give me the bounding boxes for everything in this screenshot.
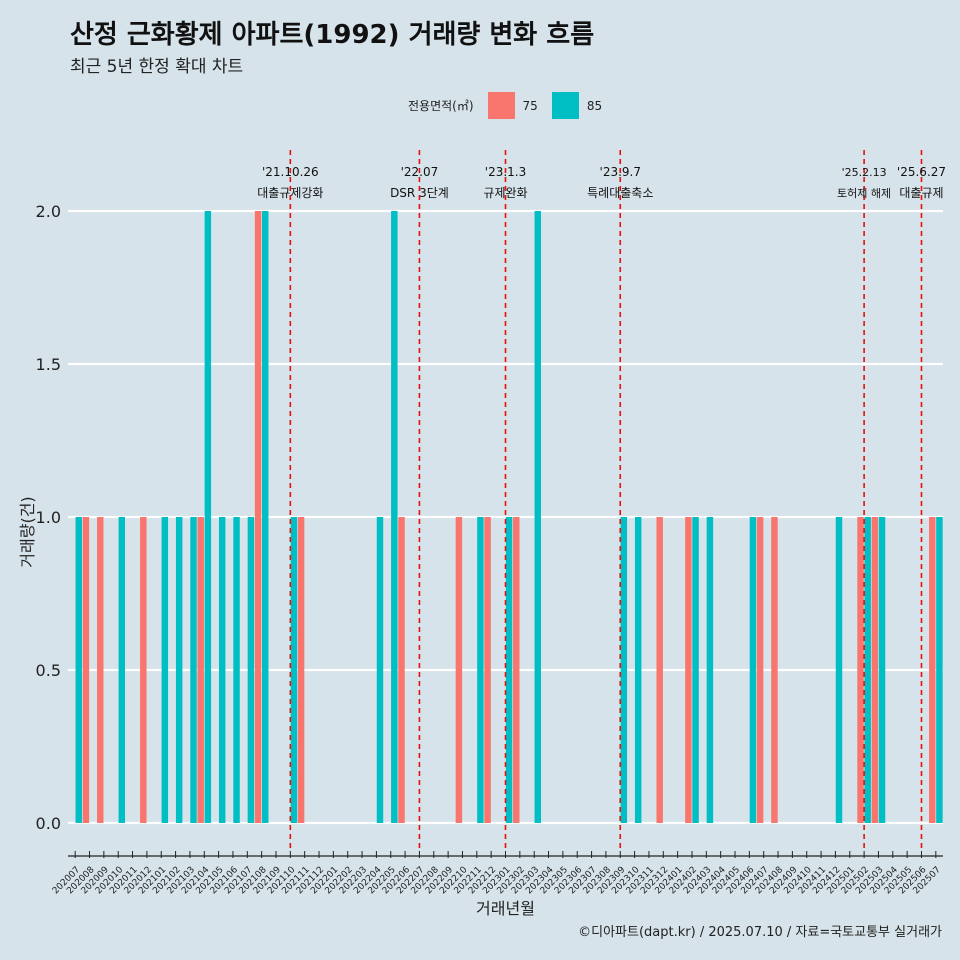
- event-label: 대출규제강화: [257, 186, 323, 200]
- legend: 전용면적(㎡) 75 85: [408, 92, 606, 119]
- bar-75-202312: [656, 517, 663, 823]
- legend-label-85: 85: [586, 98, 603, 113]
- y-tick-label: 1.5: [36, 355, 61, 374]
- bar-75-202210: [455, 517, 463, 823]
- bar-75-202503: [871, 517, 879, 823]
- y-axis-title: 거래량(건): [18, 496, 37, 567]
- bar-85-202010: [118, 517, 126, 823]
- event-date: '21.10.26: [262, 165, 319, 179]
- bar-75-202009: [97, 517, 104, 823]
- legend-label-75: 75: [522, 98, 538, 113]
- bar-85-202211: [477, 517, 484, 823]
- bar-85-202007: [75, 517, 82, 823]
- event-label: 규제완화: [483, 186, 527, 200]
- source-caption: ©디아파트(dapt.kr) / 2025.07.10 / 자료=국토교통부 실…: [578, 925, 942, 940]
- bar-85-202406: [749, 517, 757, 823]
- bar-85-202205: [391, 211, 398, 823]
- bar-75-202407: [756, 517, 764, 823]
- legend-title: 전용면적(㎡): [408, 99, 474, 113]
- event-date: '22.07: [401, 165, 439, 179]
- chart-title: 산정 근화황제 아파트(1992) 거래량 변화 흐름: [70, 20, 595, 50]
- bar-75-202302: [513, 517, 520, 823]
- chart-subtitle: 최근 5년 한정 확대 차트: [70, 57, 244, 77]
- bar-75-202402: [685, 517, 692, 823]
- event-date: '23.1.3: [485, 165, 526, 179]
- bar-85-202101: [161, 517, 169, 823]
- bar-85-202107: [247, 517, 255, 823]
- y-tick-label: 0.5: [36, 661, 61, 680]
- bar-85-202502: [864, 517, 871, 823]
- bar-85-202507: [936, 517, 943, 823]
- bar-85-202102: [175, 517, 183, 823]
- legend-swatch-85: [551, 92, 579, 119]
- bar-85-202309: [620, 517, 628, 823]
- bar-75-202507: [929, 517, 936, 823]
- bar-75-202012: [140, 517, 147, 823]
- event-label: 특례대출축소: [587, 186, 653, 200]
- bar-75-202008: [82, 517, 90, 823]
- legend-swatch-75: [487, 92, 515, 119]
- event-label: DSR 3단계: [390, 186, 449, 200]
- bar-85-202110: [290, 517, 298, 823]
- bar-85-202503: [878, 517, 886, 823]
- bar-85-202108: [262, 211, 269, 823]
- bar-85-202204: [376, 517, 384, 823]
- event-date: '25.6.27: [897, 165, 946, 179]
- bar-85-202402: [692, 517, 699, 823]
- bar-85-202103: [190, 517, 197, 823]
- bar-75-202212: [484, 517, 491, 823]
- bar-85-202301: [505, 517, 513, 823]
- bar-85-202105: [218, 517, 226, 823]
- bar-75-202206: [398, 517, 405, 823]
- event-date: '23.9.7: [600, 165, 641, 179]
- bar-85-202303: [534, 211, 542, 823]
- event-label: 대출규제: [899, 186, 943, 200]
- bar-75-202108: [254, 211, 262, 823]
- y-tick-label: 0.0: [36, 814, 61, 833]
- event-label: 토허제 해제: [837, 186, 891, 200]
- bar-85-202106: [233, 517, 240, 823]
- bar-85-202104: [204, 211, 212, 823]
- bar-75-202502: [857, 517, 864, 823]
- bar-85-202412: [835, 517, 843, 823]
- bar-85-202403: [706, 517, 714, 823]
- x-axis-title: 거래년월: [476, 899, 535, 918]
- bar-75-202104: [197, 517, 204, 823]
- bar-75-202111: [297, 517, 305, 823]
- y-tick-label: 2.0: [36, 202, 61, 221]
- y-tick-label: 1.0: [36, 508, 61, 527]
- bar-85-202310: [634, 517, 642, 823]
- event-date: '25.2.13: [842, 166, 887, 179]
- bar-75-202408: [771, 517, 778, 823]
